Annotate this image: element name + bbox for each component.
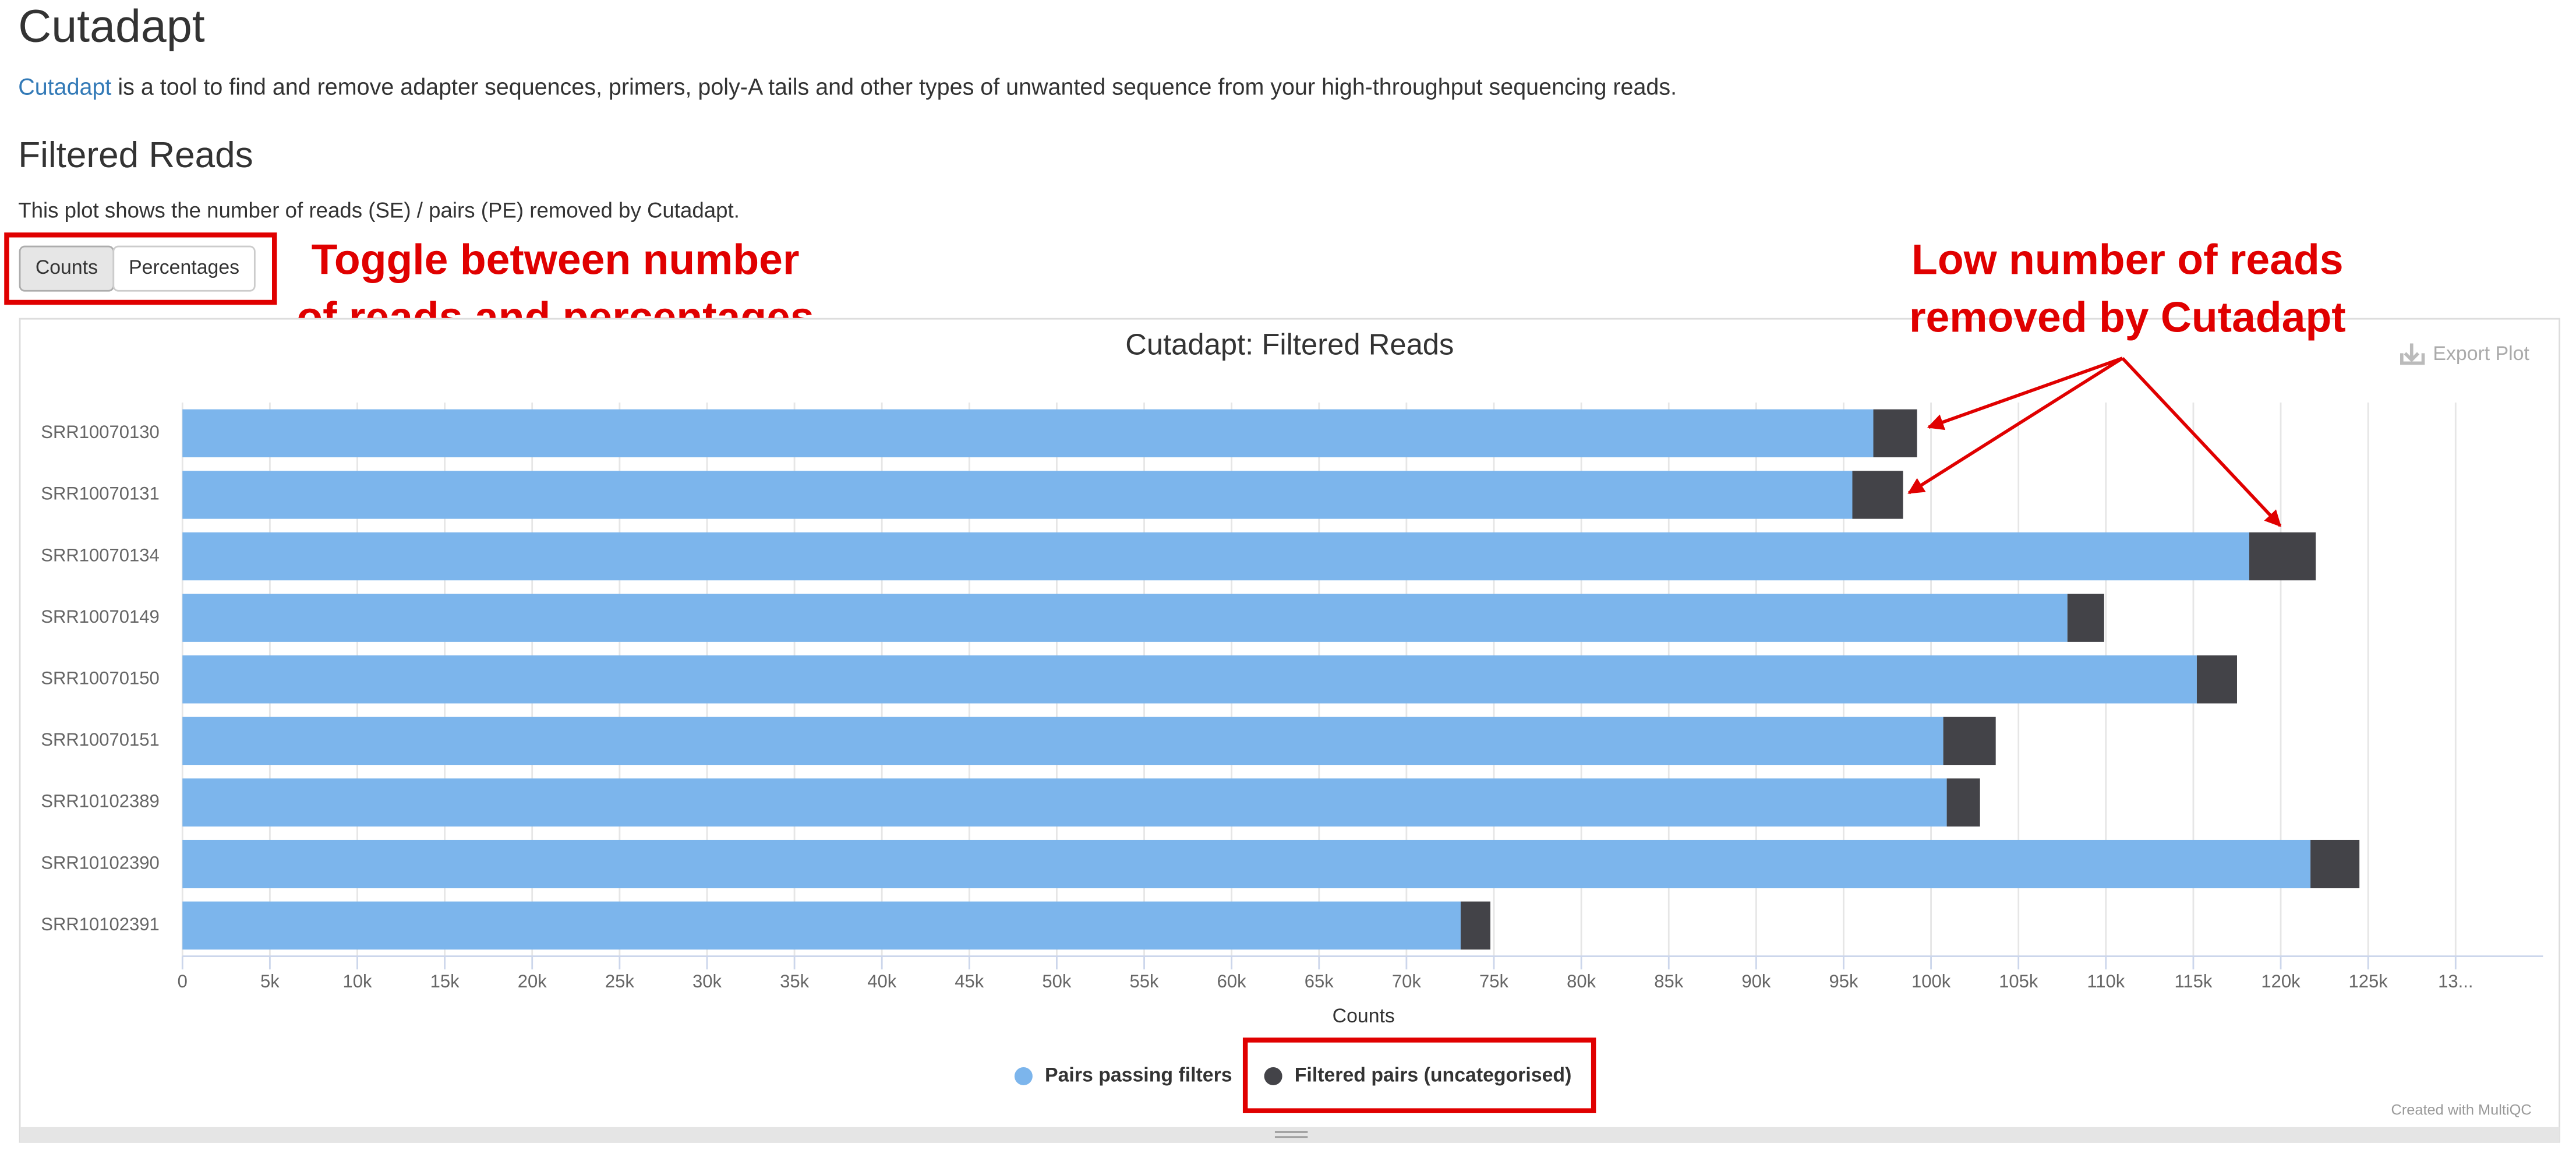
highlight-box [4, 232, 277, 305]
y-tick-label: SRR10070150 [41, 668, 159, 688]
x-tick-label: 85k [1654, 971, 1683, 991]
x-tick-label: 120k [2261, 971, 2301, 991]
bar-segment [182, 655, 2197, 704]
y-tick-label: SRR10102389 [41, 791, 159, 811]
chart-title: Cutadapt: Filtered Reads [1125, 328, 1454, 361]
bar-segment [182, 409, 1874, 458]
y-tick-label: SRR10102390 [41, 852, 159, 873]
resize-handle[interactable] [20, 1127, 2560, 1142]
y-tick-label: SRR10070151 [41, 729, 159, 750]
annotation: Toggle between number [312, 236, 800, 284]
section-description: This plot shows the number of reads (SE)… [18, 199, 740, 223]
x-tick-label: 125k [2349, 971, 2388, 991]
annotation: removed by Cutadapt [1909, 293, 2346, 341]
button-counts[interactable]: Counts [36, 256, 98, 278]
bar-segment [2067, 594, 2104, 642]
x-tick-label: 40k [867, 971, 896, 991]
legend-marker[interactable] [1264, 1067, 1282, 1085]
x-tick-label: 55k [1130, 971, 1159, 991]
credit: Created with MultiQC [2391, 1102, 2532, 1118]
intro: Cutadapt is a tool to find and remove ad… [18, 75, 1677, 100]
x-tick-label: 30k [692, 971, 722, 991]
annotation: Low number of reads [1911, 236, 2344, 284]
button-percentages[interactable]: Percentages [129, 256, 239, 278]
bar-segment [1852, 471, 1903, 519]
bar-segment [182, 778, 1947, 827]
x-axis-label: Counts [1333, 1005, 1395, 1027]
x-tick-label: 50k [1042, 971, 1071, 991]
section-title: Filtered Reads [18, 135, 253, 175]
bar-segment [2196, 655, 2237, 704]
highlight-box [1242, 1038, 1596, 1113]
legend-label[interactable]: Filtered pairs (uncategorised) [1295, 1064, 1572, 1086]
x-tick-label: 75k [1479, 971, 1508, 991]
arrow [2121, 357, 2282, 527]
bar-segment [182, 532, 2250, 581]
y-tick-label: SRR10070134 [41, 545, 159, 565]
x-tick-label: 105k [1999, 971, 2038, 991]
y-tick-label: SRR10070130 [41, 422, 159, 442]
x-tick-label: 35k [780, 971, 809, 991]
bar-segment [1943, 717, 1996, 765]
export-plot[interactable]: Export Plot [2433, 343, 2529, 365]
x-tick-label: 80k [1567, 971, 1596, 991]
page-title: Cutadapt [18, 1, 205, 52]
legend: Pairs passing filters Filtered pairs (unc… [1014, 1064, 1572, 1086]
arrow [1927, 357, 2123, 430]
plot-area: 0 5k 10k 15k 20k 25k 30k 35k 40k 45k 50k 55k 60k 65k 7… [41, 403, 2543, 991]
x-tick-label: 5k [260, 971, 280, 991]
y-tick-label: SRR10070149 [41, 606, 159, 627]
intro-text: is a tool to find and remove adapter seq… [118, 75, 1677, 100]
x-tick-label: 100k [1911, 971, 1951, 991]
x-tick-label: 0 [178, 971, 188, 991]
x-tick-label: 25k [605, 971, 634, 991]
x-tick-label: 15k [430, 971, 460, 991]
bar-segment [182, 471, 1853, 519]
x-tick-label: 110k [2087, 971, 2125, 991]
bar-segment [1946, 778, 1980, 827]
bar-segment [2310, 839, 2360, 888]
y-tick-label: SRR10102391 [41, 914, 159, 934]
intro-link[interactable]: Cutadapt [18, 75, 111, 100]
x-tick-label: 20k [518, 971, 547, 991]
bar-segment [1873, 409, 1917, 458]
legend-marker[interactable] [1014, 1067, 1033, 1085]
bar-segment [182, 901, 1461, 950]
arrow [1907, 357, 2123, 495]
x-tick-label: 115k [2174, 971, 2212, 991]
x-tick-label: 90k [1741, 971, 1771, 991]
bar-segment [182, 594, 2068, 642]
export-icon [2400, 343, 2425, 365]
bar-segment [1460, 901, 1491, 950]
x-tick-label: 70k [1392, 971, 1421, 991]
x-tick-label: 65k [1305, 971, 1334, 991]
bar-segment [182, 839, 2311, 888]
button-bg [112, 245, 256, 292]
bar-segment [2249, 532, 2316, 581]
legend-label[interactable]: Pairs passing filters [1045, 1064, 1232, 1086]
x-tick-label: 45k [955, 971, 984, 991]
x-tick-label: 95k [1829, 971, 1858, 991]
x-tick-label: 60k [1217, 971, 1246, 991]
x-tick-label: 10k [342, 971, 372, 991]
bar-segment [182, 717, 1944, 765]
x-tick-label: 13... [2438, 971, 2473, 991]
y-tick-label: SRR10070131 [41, 484, 159, 504]
